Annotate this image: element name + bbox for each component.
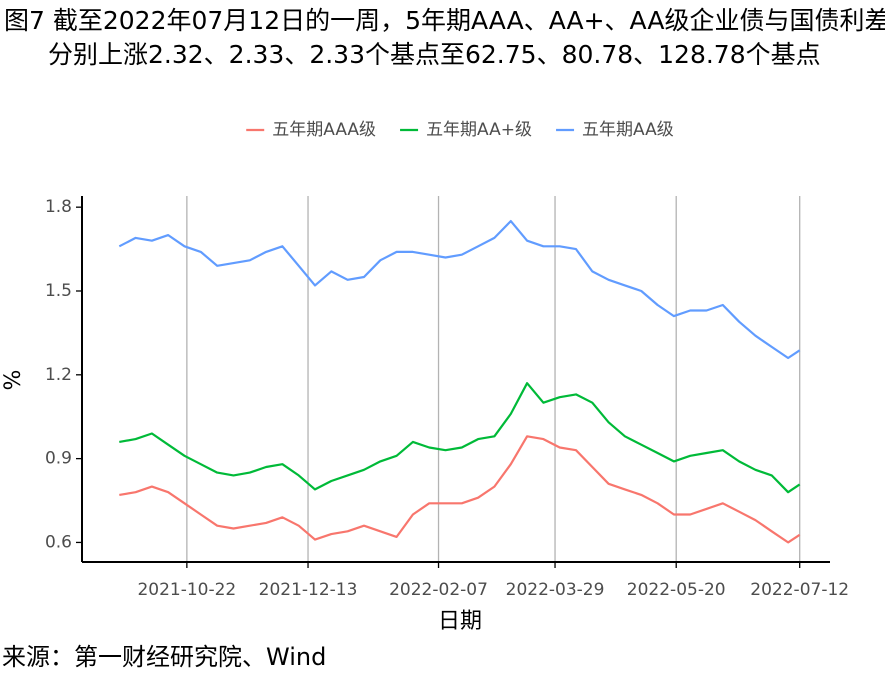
x-tick-label: 2022-02-07 [389, 580, 488, 600]
line [119, 382, 801, 494]
x-tick-label: 2021-12-13 [259, 580, 358, 600]
y-tick-label: 1.5 [45, 281, 72, 301]
x-tick-label: 2022-07-12 [750, 580, 849, 600]
y-tick-label: 0.6 [45, 532, 72, 552]
chart-title: 图7 截至2022年07月12日的一周，5年期AAA、AA+、AA级企业债与国债… [4, 6, 885, 69]
legend-label: 五年期AA+级 [426, 120, 532, 140]
x-tick-label: 2022-03-29 [506, 580, 605, 600]
x-tick-label: 2022-05-20 [627, 580, 726, 600]
legend-label: 五年期AAA级 [272, 120, 376, 140]
source: 来源：第一财经研究院、Wind [2, 643, 326, 671]
y-tick-label: 0.9 [45, 449, 72, 469]
y-axis-title: % [1, 370, 26, 391]
line [119, 435, 801, 544]
y-tick-label: 1.2 [45, 365, 72, 385]
x-tick-label: 2021-10-22 [137, 580, 236, 600]
x-axis-title: 日期 [438, 609, 482, 634]
legend-label: 五年期AA级 [582, 120, 674, 140]
y-tick-label: 1.8 [45, 197, 72, 217]
line [118, 220, 801, 360]
